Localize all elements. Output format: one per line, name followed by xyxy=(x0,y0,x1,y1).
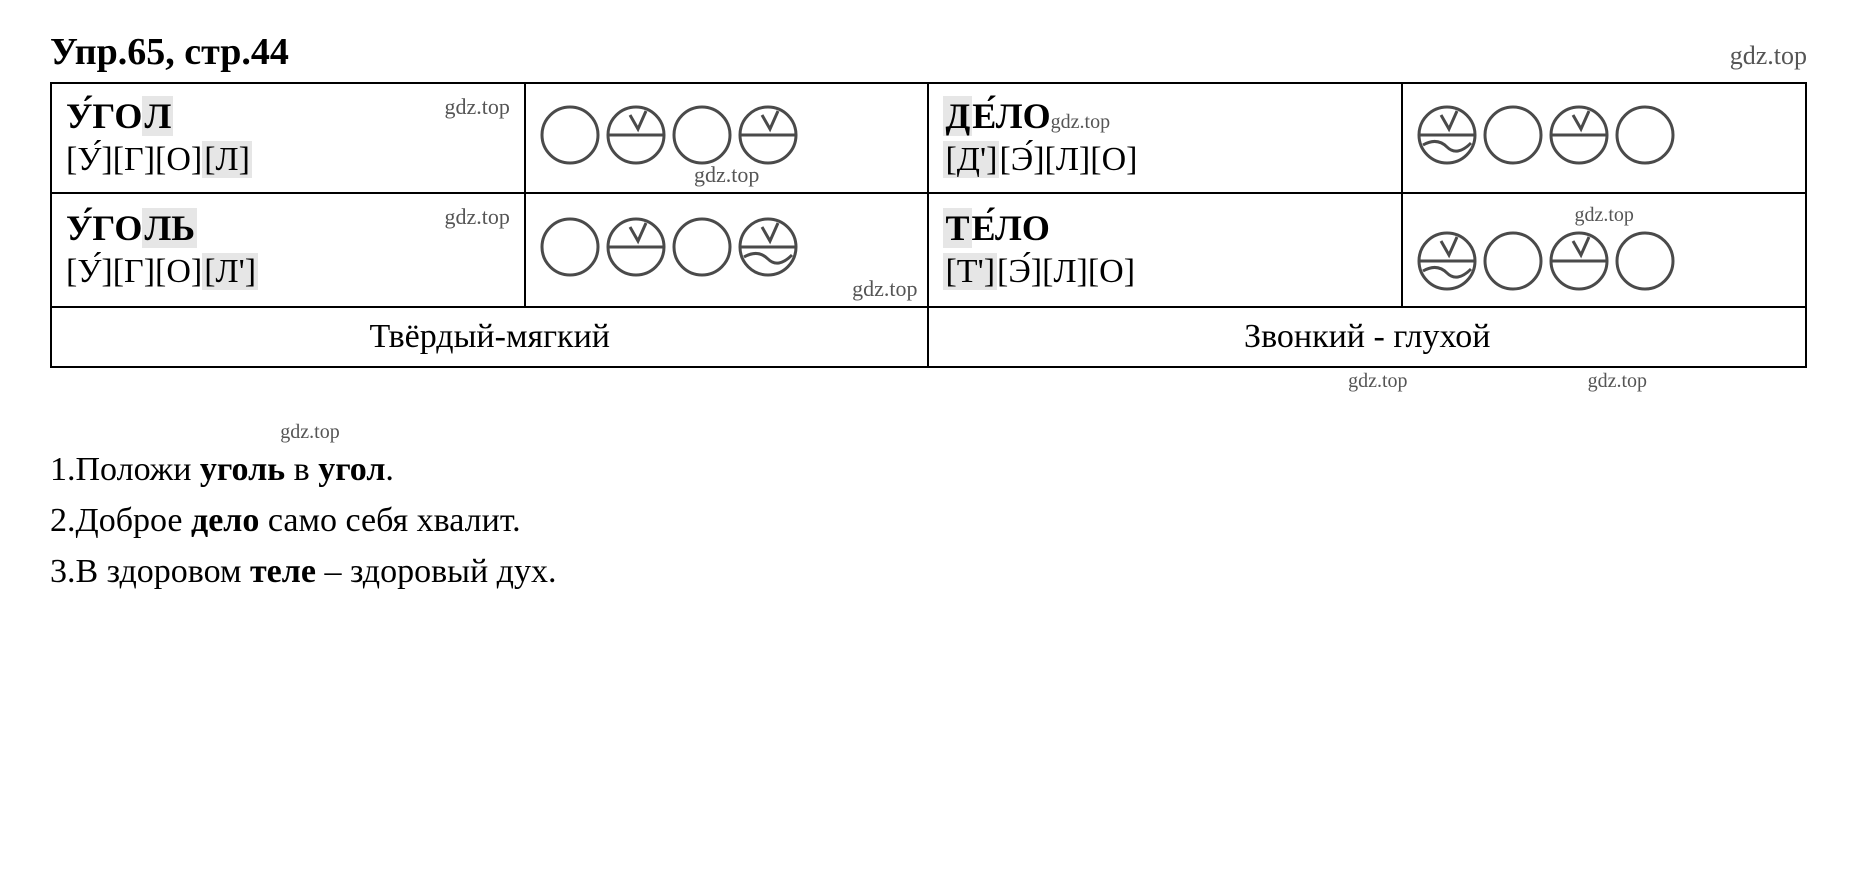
sounds: [У́][Г][О][Л] xyxy=(66,139,510,182)
footer-watermarks: gdz.top gdz.top xyxy=(50,370,1807,393)
phoneme-circles xyxy=(1417,105,1675,165)
sentence: 3.В здоровом теле – здоровый дух. xyxy=(50,546,1807,597)
word-cell-left: У́ГОЛЬ[У́][Г][О][Л'] gdz.top xyxy=(51,193,525,307)
sentence-number: 2. xyxy=(50,502,76,539)
watermark-sentences: gdz.top xyxy=(210,421,410,444)
target-word: угол xyxy=(318,451,385,488)
phonetics-table: У́ГОЛ[У́][Г][О][Л]gdz.topgdz.topДЕ́ЛОgdz… xyxy=(50,82,1807,368)
category-label-left: Твёрдый-мягкий xyxy=(51,307,928,367)
sentence-number: 1. xyxy=(50,451,76,488)
word: У́ГОЛЬ xyxy=(66,206,510,251)
sentence-number: 3. xyxy=(50,553,76,590)
circles-cell-right xyxy=(1402,83,1806,193)
phoneme-circles xyxy=(540,105,798,165)
watermark-cell: gdz.top xyxy=(694,162,759,188)
watermark-top: gdz.top xyxy=(1730,41,1807,71)
circles-cell-left: gdz.top xyxy=(525,193,929,307)
sounds: [У́][Г][О][Л'] xyxy=(66,251,510,294)
sentences-block: gdz.top 1.Положи уголь в угол.2.Доброе д… xyxy=(50,421,1807,597)
sentence: 2.Доброе дело само себя хвалит. xyxy=(50,495,1807,546)
watermark-footer-a: gdz.top xyxy=(1348,370,1407,393)
watermark-cell: gdz.top xyxy=(1417,204,1791,227)
watermark-inline: gdz.top xyxy=(1051,111,1110,133)
circles-cell-right: gdz.top xyxy=(1402,193,1806,307)
word-cell-right: ДЕ́ЛОgdz.top[Д'][Э́][Л][О] xyxy=(928,83,1402,193)
word: ТЕ́ЛО xyxy=(943,206,1387,251)
target-word: теле xyxy=(250,553,316,590)
page-header: Упр.65, стр.44 gdz.top xyxy=(50,30,1807,74)
watermark-cell: gdz.top xyxy=(444,94,509,120)
phoneme-circles xyxy=(1417,231,1675,291)
target-word: дело xyxy=(191,502,259,539)
watermark-cell: gdz.top xyxy=(444,204,509,230)
sounds: [Д'][Э́][Л][О] xyxy=(943,139,1387,182)
word-cell-right: ТЕ́ЛО[Т'][Э́][Л][О] xyxy=(928,193,1402,307)
watermark-cell: gdz.top xyxy=(852,276,917,302)
word: У́ГОЛ xyxy=(66,94,510,139)
sounds: [Т'][Э́][Л][О] xyxy=(943,251,1387,294)
exercise-title: Упр.65, стр.44 xyxy=(50,30,289,74)
target-word: уголь xyxy=(200,451,285,488)
phoneme-circles xyxy=(540,217,798,277)
sentence: 1.Положи уголь в угол. xyxy=(50,444,1807,495)
category-label-right: Звонкий - глухой xyxy=(928,307,1806,367)
word: ДЕ́ЛОgdz.top xyxy=(943,94,1387,139)
word-cell-left: У́ГОЛ[У́][Г][О][Л] gdz.top xyxy=(51,83,525,193)
circles-cell-left: gdz.top xyxy=(525,83,929,193)
watermark-footer-b: gdz.top xyxy=(1588,370,1647,393)
